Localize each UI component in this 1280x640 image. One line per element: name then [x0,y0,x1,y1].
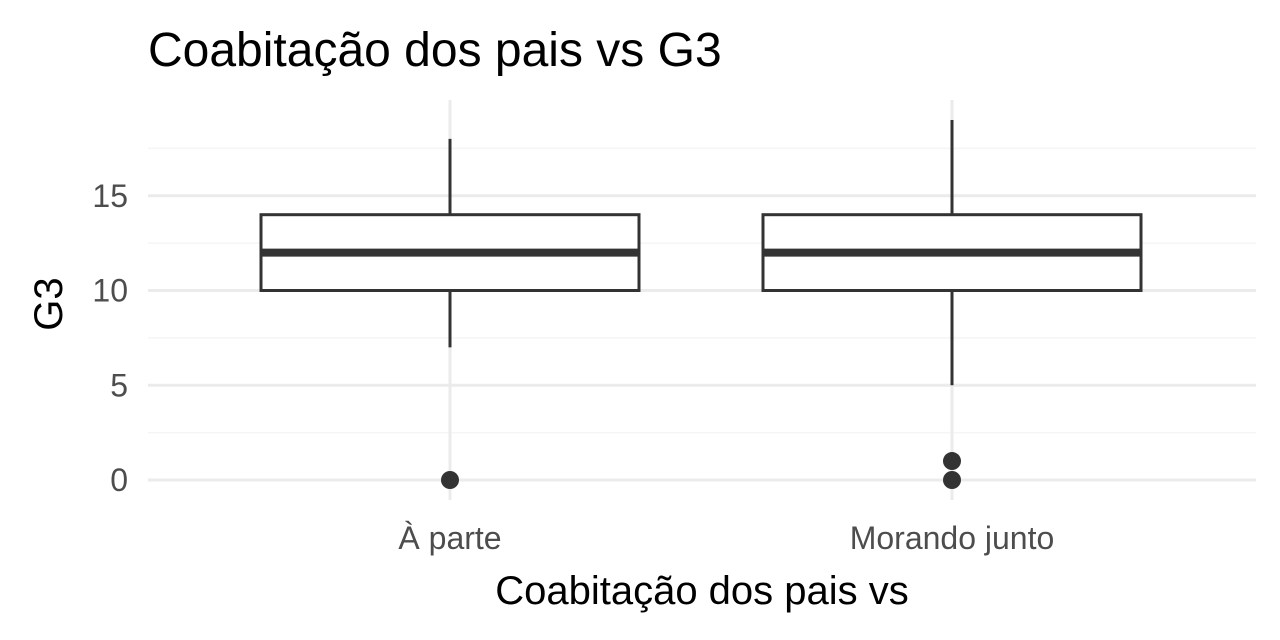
x-tick-label: Morando junto [850,520,1055,556]
outlier-point [441,471,459,489]
y-tick-label: 15 [92,178,128,214]
chart-title: Coabitação dos pais vs G3 [148,24,722,77]
y-axis-title: G3 [27,277,71,330]
outlier-point [943,471,961,489]
x-axis-title: Coabitação dos pais vs [495,569,909,613]
outlier-point [943,452,961,471]
grid-lines [148,100,1256,500]
box-group [761,119,1143,489]
box-group [259,138,641,489]
box-series [259,119,1143,489]
y-tick-label: 0 [110,462,128,498]
y-tick-label: 10 [92,273,128,309]
y-tick-label: 5 [110,367,128,403]
x-tick-label: À parte [398,520,501,556]
axis-tick-labels: 0 5 10 15 À parte Morando junto [92,178,1054,556]
